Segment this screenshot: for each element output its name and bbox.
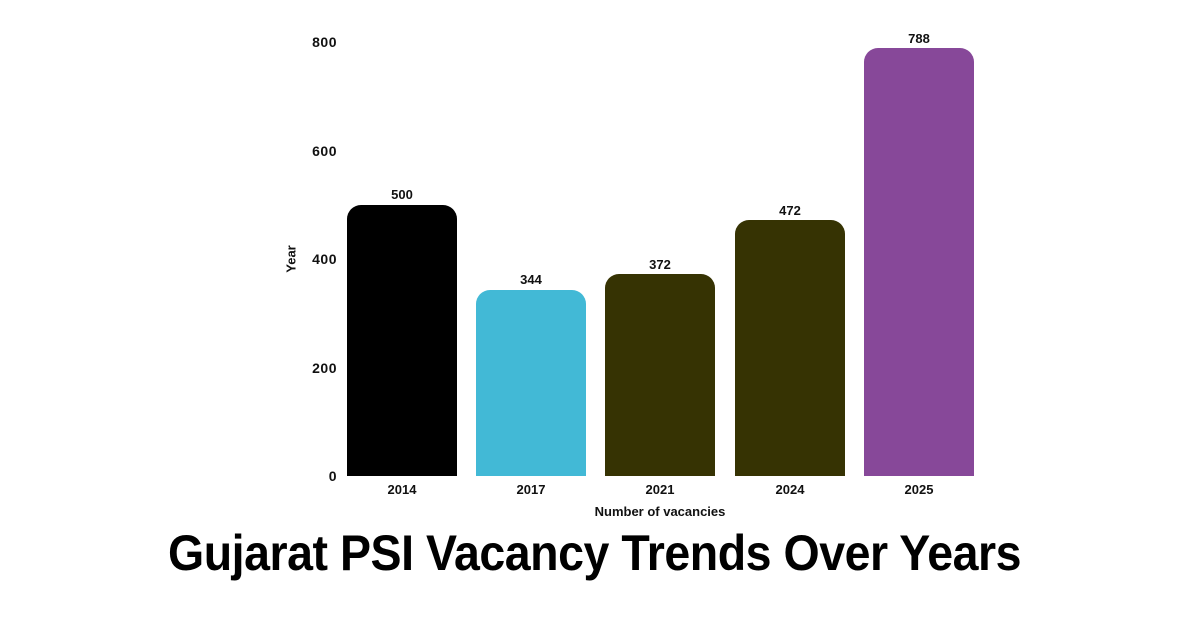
bar-2021 [605, 274, 715, 476]
value-label-2025: 788 [908, 31, 930, 46]
y-tick-800: 800 [312, 34, 337, 50]
x-tick-2014: 2014 [387, 482, 417, 497]
bar-2017 [476, 290, 586, 476]
y-tick-600: 600 [312, 143, 337, 159]
x-tick-2021: 2021 [645, 482, 675, 497]
x-axis-label: Number of vacancies [594, 504, 726, 519]
bar-2024 [735, 220, 845, 476]
y-tick-0: 0 [328, 468, 337, 484]
bar-2014 [347, 205, 457, 476]
value-label-2014: 500 [391, 187, 413, 202]
x-tick-2024: 2024 [775, 482, 805, 497]
y-tick-200: 200 [312, 360, 337, 376]
y-tick-400: 400 [312, 251, 337, 267]
value-label-2017: 344 [520, 272, 542, 287]
bar-2025 [864, 48, 974, 476]
y-axis-label: Year [283, 245, 299, 273]
x-tick-2025: 2025 [904, 482, 934, 497]
chart-title: Gujarat PSI Vacancy Trends Over Years [168, 525, 1022, 581]
x-tick-2017: 2017 [516, 482, 546, 497]
value-label-2021: 372 [649, 257, 671, 272]
value-label-2024: 472 [779, 203, 801, 218]
